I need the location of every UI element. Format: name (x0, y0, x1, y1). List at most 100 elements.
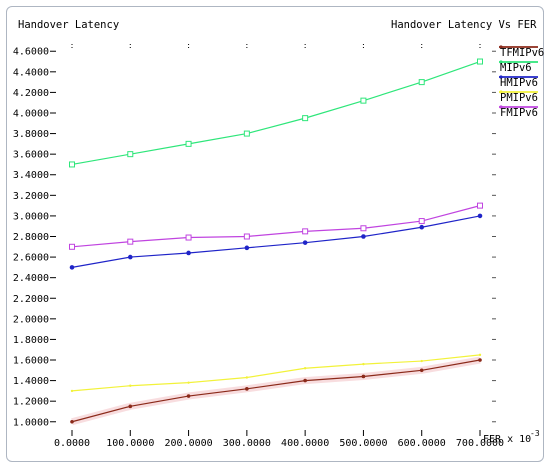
legend: TFMIPv6 MIPv6 HMIPv6 PMIPv6 FMIPv6 (499, 45, 544, 119)
y-tick-label: 1.2000 (13, 397, 49, 408)
x-axis-label: FER x 10 (483, 434, 531, 445)
x-tick-label: 100.0000 (106, 438, 154, 449)
data-point (477, 202, 483, 209)
legend-item-hmipv6: HMIPv6 (499, 75, 538, 89)
data-point (477, 213, 483, 219)
data-point (360, 225, 367, 232)
series-tfmipv6 (70, 356, 482, 426)
series-line-fmipv6 (71, 205, 481, 248)
data-point (69, 243, 75, 250)
data-point (302, 228, 309, 235)
data-point (69, 265, 75, 270)
x-tick-label: 0.0000 (54, 438, 90, 449)
legend-item-tfmipv6: TFMIPv6 (499, 45, 544, 59)
y-tick-label: 4.6000 (13, 47, 49, 58)
x-tick-label: 500.0000 (339, 438, 387, 449)
data-point (243, 130, 250, 137)
series-pmipv6 (70, 353, 482, 393)
data-point (243, 233, 250, 240)
y-tick-label: 2.6000 (13, 253, 49, 264)
data-point (127, 151, 134, 158)
data-point (69, 161, 75, 168)
chart-title: Handover Latency Vs FER (391, 19, 537, 31)
data-point (303, 367, 307, 370)
data-point (245, 376, 249, 379)
data-point (244, 245, 250, 251)
y-tick-label: 3.4000 (13, 170, 49, 181)
legend-marker (499, 90, 503, 94)
legend-label: PMIPv6 (500, 92, 538, 104)
legend-item-pmipv6: PMIPv6 (499, 90, 538, 104)
series-line-pmipv6 (71, 354, 481, 392)
y-tick-label: 4.0000 (13, 108, 49, 119)
series-fmipv6 (69, 202, 483, 250)
y-tick-label: 3.2000 (13, 191, 49, 202)
y-tick-label: 3.0000 (13, 211, 49, 222)
y-tick-label: 3.8000 (13, 129, 49, 140)
data-point (127, 254, 133, 260)
y-tick-label: 1.8000 (13, 335, 49, 346)
y-axis-label: Handover Latency (18, 19, 119, 31)
data-point (185, 140, 192, 147)
x-tick-label: 600.0000 (398, 438, 446, 449)
y-tick-label: 4.4000 (13, 67, 49, 78)
y-tick-label: 2.4000 (13, 273, 49, 284)
y-tick-label: 1.6000 (13, 356, 49, 367)
data-point (360, 97, 367, 104)
y-tick-label: 2.2000 (13, 294, 49, 305)
legend-marker (499, 75, 503, 79)
legend-label: HMIPv6 (500, 77, 538, 89)
series-hmipv6 (69, 213, 483, 270)
series-line-tfmipv6 (71, 359, 481, 423)
y-tick-label: 2.8000 (13, 232, 49, 243)
legend-label: FMIPv6 (500, 107, 538, 119)
y-tick-label: 3.6000 (13, 150, 49, 161)
data-point (128, 404, 133, 409)
x-tick-label: 300.0000 (223, 438, 271, 449)
data-point (245, 387, 249, 391)
legend-item-mipv6: MIPv6 (499, 60, 538, 74)
data-point (478, 358, 482, 362)
data-point (129, 384, 132, 387)
x-tick-label: 700.0000 (456, 438, 504, 449)
data-point (186, 394, 191, 398)
legend-marker (499, 45, 503, 49)
data-point (477, 58, 483, 65)
legend-item-fmipv6: FMIPv6 (499, 105, 538, 119)
series-line-hmipv6 (71, 215, 481, 268)
series-glow (71, 356, 481, 426)
data-point (362, 362, 365, 366)
data-point (419, 224, 425, 230)
data-point (302, 115, 309, 122)
x-tick-label: 400.0000 (281, 438, 329, 449)
data-point (127, 238, 134, 245)
data-point (187, 381, 190, 384)
legend-label: MIPv6 (500, 62, 532, 74)
data-point (361, 374, 366, 379)
data-point (186, 250, 191, 256)
y-tick-label: 1.0000 (13, 417, 49, 428)
data-point (419, 368, 424, 373)
data-point (478, 353, 482, 357)
y-tick-label: 4.2000 (13, 88, 49, 99)
legend-marker (499, 105, 503, 109)
data-point (185, 234, 192, 241)
y-tick-label: 2.0000 (13, 314, 49, 325)
legend-marker (499, 60, 503, 64)
axes: 1.0000 1.2000 1.4000 1.6000 1.8000 2.0000 2.20… (13, 44, 504, 449)
x-axis-exponent: -3 (530, 429, 540, 438)
data-point (420, 359, 423, 363)
data-point (303, 378, 307, 383)
data-point (70, 389, 74, 393)
data-point (418, 218, 425, 225)
data-point (302, 240, 308, 245)
data-point (361, 234, 366, 239)
y-tick-label: 1.4000 (13, 376, 49, 387)
data-point (70, 419, 74, 424)
x-tick-label: 200.0000 (164, 438, 212, 449)
legend-label: TFMIPv6 (500, 47, 544, 59)
series-mipv6 (69, 58, 483, 168)
series-layer (69, 58, 483, 426)
data-point (418, 79, 425, 86)
